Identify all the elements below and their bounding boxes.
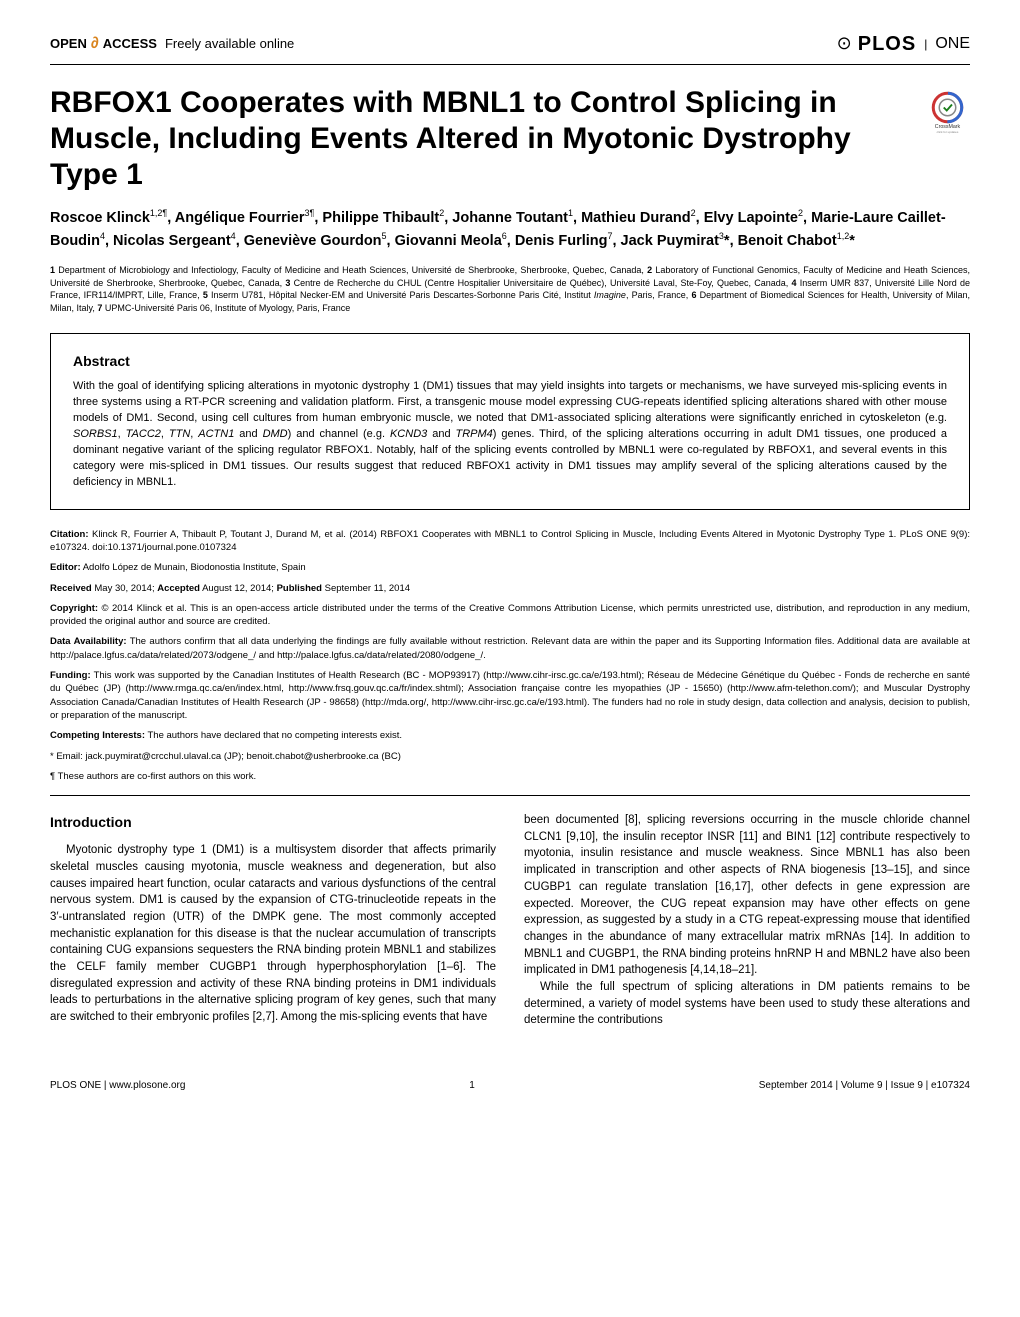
- intro-paragraph-1: Myotonic dystrophy type 1 (DM1) is a mul…: [50, 842, 496, 1025]
- footer-page-number: 1: [469, 1079, 475, 1093]
- freely-available: Freely available online: [165, 35, 294, 53]
- logo-separator: |: [924, 36, 927, 53]
- body-columns: Introduction Myotonic dystrophy type 1 (…: [50, 812, 970, 1029]
- editor: Editor: Adolfo López de Munain, Biodonos…: [50, 561, 970, 574]
- svg-text:CrossMark: CrossMark: [935, 124, 961, 130]
- affiliations: 1 Department of Microbiology and Infecti…: [50, 264, 970, 314]
- title-row: RBFOX1 Cooperates with MBNL1 to Control …: [50, 85, 970, 193]
- copyright: Copyright: © 2014 Klinck et al. This is …: [50, 602, 970, 629]
- open-text: OPEN: [50, 35, 87, 53]
- footer-right: September 2014 | Volume 9 | Issue 9 | e1…: [759, 1079, 970, 1093]
- funding: Funding: This work was supported by the …: [50, 669, 970, 722]
- crossmark-icon[interactable]: CrossMark click for updates: [925, 91, 970, 136]
- corresponding-email: * Email: jack.puymirat@crcchul.ulaval.ca…: [50, 750, 970, 763]
- journal-name: ONE: [935, 33, 970, 55]
- right-column: been documented [8], splicing reversions…: [524, 812, 970, 1029]
- logo-dot-icon: ⊙: [837, 31, 852, 56]
- intro-paragraph-1-cont: been documented [8], splicing reversions…: [524, 812, 970, 979]
- article-title: RBFOX1 Cooperates with MBNL1 to Control …: [50, 85, 915, 193]
- footer-left: PLOS ONE | www.plosone.org: [50, 1079, 185, 1093]
- left-column: Introduction Myotonic dystrophy type 1 (…: [50, 812, 496, 1029]
- abstract-box: Abstract With the goal of identifying sp…: [50, 333, 970, 510]
- citation: Citation: Klinck R, Fourrier A, Thibault…: [50, 528, 970, 555]
- header-bar: OPEN ∂ ACCESS Freely available online ⊙ …: [50, 30, 970, 65]
- cofirst-note: ¶ These authors are co-first authors on …: [50, 770, 970, 783]
- open-access-label: OPEN ∂ ACCESS Freely available online: [50, 33, 294, 55]
- open-access-icon: ∂: [91, 33, 99, 55]
- introduction-heading: Introduction: [50, 812, 496, 832]
- journal-brand: PLOS: [858, 30, 916, 58]
- abstract-heading: Abstract: [73, 352, 947, 372]
- page-footer: PLOS ONE | www.plosone.org 1 September 2…: [50, 1079, 970, 1093]
- authors-list: Roscoe Klinck1,2¶, Angélique Fourrier3¶,…: [50, 207, 970, 252]
- meta-block: Citation: Klinck R, Fourrier A, Thibault…: [50, 528, 970, 796]
- dates: Received May 30, 2014; Accepted August 1…: [50, 582, 970, 595]
- abstract-text: With the goal of identifying splicing al…: [73, 379, 947, 491]
- intro-paragraph-2: While the full spectrum of splicing alte…: [524, 979, 970, 1029]
- journal-logo: ⊙ PLOS | ONE: [837, 30, 970, 58]
- competing-interests: Competing Interests: The authors have de…: [50, 729, 970, 742]
- access-text: ACCESS: [103, 35, 157, 53]
- data-availability: Data Availability: The authors confirm t…: [50, 635, 970, 662]
- svg-text:click for updates: click for updates: [937, 130, 959, 134]
